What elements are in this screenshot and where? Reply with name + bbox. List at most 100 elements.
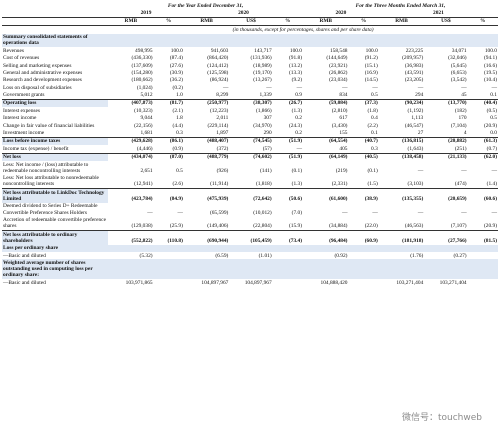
row-label: Less: Net income / (loss) attributable t… (3, 161, 89, 174)
unit-header: % (348, 17, 379, 27)
value-cell: (2,810) (331, 107, 348, 114)
value-cell: (59,084) (303, 98, 349, 108)
value-cell: — (372, 84, 378, 91)
value-cell: 103,271,404 (439, 279, 467, 286)
value-cell: (4,446) (136, 145, 153, 152)
value-cell: — (372, 209, 378, 216)
row-label: Government grants (3, 92, 45, 99)
value-cell: (475,939) (183, 188, 230, 203)
value-cell: (138,458) (378, 152, 425, 162)
value-cell: (30.9) (169, 69, 183, 76)
value-cell: (87.4) (169, 55, 183, 62)
value-cell: (73.4) (272, 229, 304, 245)
value-cell: 1,897 (216, 130, 229, 137)
row-label: Income tax (expense) / benefit (3, 145, 69, 152)
value-cell: (60.9) (348, 229, 379, 245)
value-cell: (23,921) (329, 62, 348, 69)
value-cell: (46,547) (404, 122, 424, 129)
value-cell: (105,459) (229, 229, 273, 245)
empty-cell (273, 279, 303, 286)
value-cell: (1.8) (367, 107, 378, 114)
value-cell: (51.9) (272, 136, 304, 146)
year-header: 2021 (378, 9, 498, 18)
empty-cell (348, 252, 378, 259)
value-cell: 1,113 (411, 115, 424, 122)
value-cell: (91.2) (364, 55, 378, 62)
value-cell: 1,339 (259, 92, 272, 99)
value-cell: — (222, 84, 229, 91)
value-cell: (124,412) (207, 62, 229, 69)
value-cell: 941,603 (210, 47, 229, 54)
value-cell: 0.3 (176, 130, 183, 137)
value-cell: 104,897,967 (244, 279, 272, 286)
table-row: —Basic and diluted (5.32) (6.59) (1.01) (0.9… (2, 252, 498, 259)
value-cell: 0.9 (295, 92, 303, 99)
value-cell: 0.3 (371, 145, 378, 152)
value-cell: 45 (461, 92, 467, 99)
value-cell: 103,971,865 (125, 279, 153, 286)
value-cell: (46,563) (404, 223, 424, 230)
value-cell: (13.3) (288, 69, 303, 76)
value-cell: (1.76) (410, 252, 424, 259)
table-row: Research and development expenses (180,66… (2, 77, 498, 84)
value-cell: (91.8) (288, 55, 303, 62)
value-cell: (3,103) (407, 181, 424, 188)
value-cell: (40.4) (467, 98, 498, 108)
row-label: —Basic and diluted (3, 252, 46, 259)
value-cell: (429,628) (108, 136, 154, 146)
value-cell: (0.9) (172, 145, 183, 152)
value-cell: (62.0) (467, 152, 498, 162)
value-cell: (488,779) (183, 152, 230, 162)
value-cell: 405 (339, 145, 348, 152)
value-cell: (1.3) (291, 181, 303, 188)
value-cell: (0.2) (172, 84, 183, 91)
value-cell: — (147, 209, 153, 216)
row-label: Accretion of redeemable convertible pref… (3, 216, 106, 230)
value-cell: (23,205) (404, 77, 424, 84)
value-cell: (74,602) (229, 152, 273, 162)
value-cell: (36,983) (404, 62, 424, 69)
value-cell: (2.2) (367, 122, 378, 129)
table-row: Summary consolidated statements of opera… (2, 33, 498, 48)
value-cell: (86,924) (209, 77, 229, 84)
table-row: —Basic and diluted 103,971,865 104,897,967… (2, 279, 498, 286)
value-cell: (5,645) (450, 62, 467, 69)
value-cell: (74,545) (229, 136, 273, 146)
value-cell: 5,012 (140, 92, 153, 99)
value-cell: (64,554) (303, 136, 349, 146)
value-cell: (34,884) (329, 223, 348, 230)
table-row: Investment income 1,681 0.3 1,897 290 0.2 155 0… (2, 129, 498, 137)
blank (2, 9, 109, 18)
value-cell: (125,598) (207, 69, 229, 76)
value-cell: 34,071 (451, 47, 467, 54)
row-label: Investment income (3, 130, 45, 137)
value-cell: (488,407) (183, 136, 230, 146)
value-cell: (12,223) (209, 107, 229, 114)
value-cell: (154,280) (131, 69, 153, 76)
empty-cell (468, 252, 498, 259)
header-row: RMB% RMB US$% RMB% RMB US$% (2, 17, 498, 27)
table-row: Loss on disposal of subsidiaries (1,024) (… (2, 84, 498, 91)
value-cell: (22,156) (134, 122, 153, 129)
empty-cell (348, 279, 378, 286)
value-cell: (22,804) (253, 223, 272, 230)
value-cell: (15.9) (288, 223, 303, 230)
value-cell: (87.0) (153, 152, 184, 162)
value-cell: (372) (216, 145, 229, 152)
value-cell: 143,717 (254, 47, 272, 54)
section-label: Summary consolidated statements of opera… (2, 33, 498, 48)
table-row: Net loss attributable to LinkDoc Technol… (2, 188, 498, 203)
table-note: (in thousands, except for percentages, s… (232, 26, 374, 33)
value-cell: (0.1) (291, 167, 303, 174)
table-row: Deemed dividend to Series D+ Redeemable … (2, 203, 498, 217)
value-cell: (407,873) (108, 98, 154, 108)
value-cell: (5.32) (139, 252, 153, 259)
value-cell: (1,818) (255, 181, 272, 188)
row-label: —Basic and diluted (3, 279, 46, 286)
value-cell: (434,074) (108, 152, 154, 162)
value-cell: 290 (263, 130, 272, 137)
value-cell: 4 (463, 130, 467, 137)
value-cell: (250,977) (183, 98, 230, 108)
value-cell: (474) (454, 181, 467, 188)
